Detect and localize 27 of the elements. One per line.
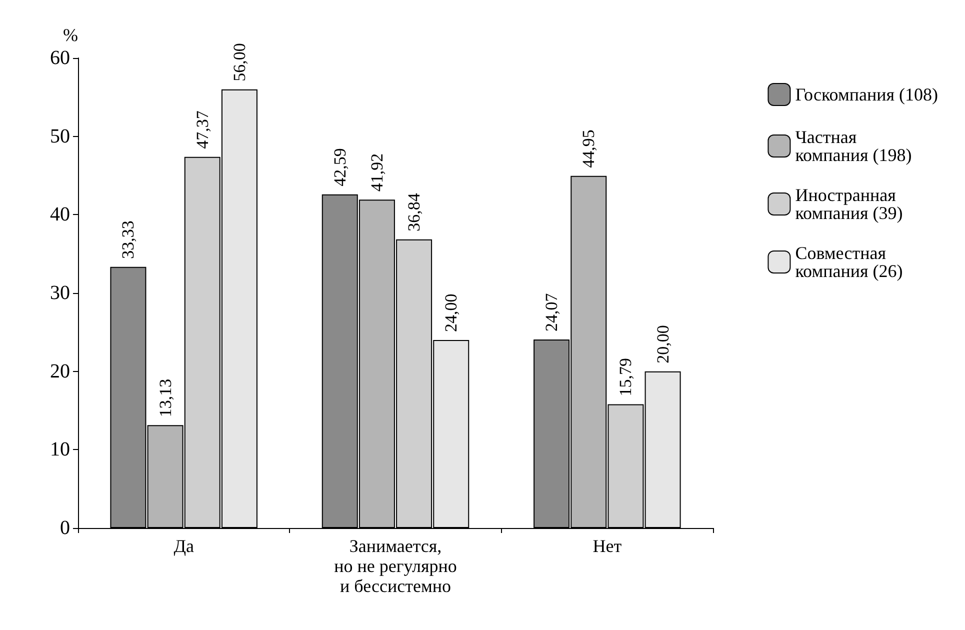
data-label: 15,79 bbox=[616, 358, 636, 396]
y-tick-label: 60 bbox=[50, 47, 70, 69]
y-axis-title: % bbox=[63, 25, 78, 45]
data-label: 56,00 bbox=[230, 43, 249, 82]
y-tick-label: 30 bbox=[50, 282, 70, 304]
y-tick-label: 40 bbox=[50, 204, 70, 226]
y-tick-label: 20 bbox=[50, 360, 70, 382]
x-tick-label: Да bbox=[174, 536, 194, 556]
data-label: 44,95 bbox=[579, 130, 598, 168]
y-tick-label: 10 bbox=[50, 438, 70, 461]
y-tick-label: 0 bbox=[60, 517, 70, 539]
data-label: 36,84 bbox=[404, 192, 424, 232]
legend-label: Частная компания (198) bbox=[795, 127, 912, 165]
data-label: 42,59 bbox=[330, 148, 350, 186]
data-label: 20,00 bbox=[653, 325, 672, 364]
data-label: 33,33 bbox=[118, 220, 138, 259]
data-label: 13,13 bbox=[156, 378, 175, 418]
data-label: 47,37 bbox=[192, 110, 212, 149]
data-label: 41,92 bbox=[367, 153, 386, 192]
x-tick-label: Занимается, но не регулярно и бессистемно bbox=[334, 536, 457, 596]
y-tick-label: 50 bbox=[50, 125, 70, 148]
legend-label: Иностранная компания (39) bbox=[795, 185, 903, 223]
legend-label: Госкомпания (108) bbox=[795, 84, 938, 104]
data-label: 24,07 bbox=[542, 292, 562, 332]
data-label: 24,00 bbox=[442, 294, 461, 332]
legend-label: Совместная компания (26) bbox=[795, 243, 903, 281]
x-tick-label: Нет bbox=[592, 536, 622, 556]
